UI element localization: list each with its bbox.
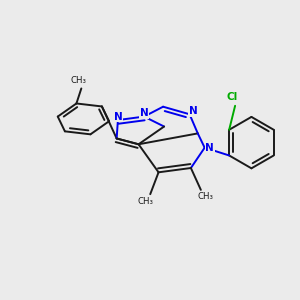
Text: N: N <box>205 143 214 153</box>
Text: CH₃: CH₃ <box>137 197 153 206</box>
Text: CH₃: CH₃ <box>70 76 86 85</box>
Text: CH₃: CH₃ <box>198 192 214 201</box>
Text: N: N <box>140 108 148 118</box>
Text: N: N <box>113 112 122 122</box>
Text: Cl: Cl <box>226 92 237 103</box>
Text: N: N <box>188 106 197 116</box>
